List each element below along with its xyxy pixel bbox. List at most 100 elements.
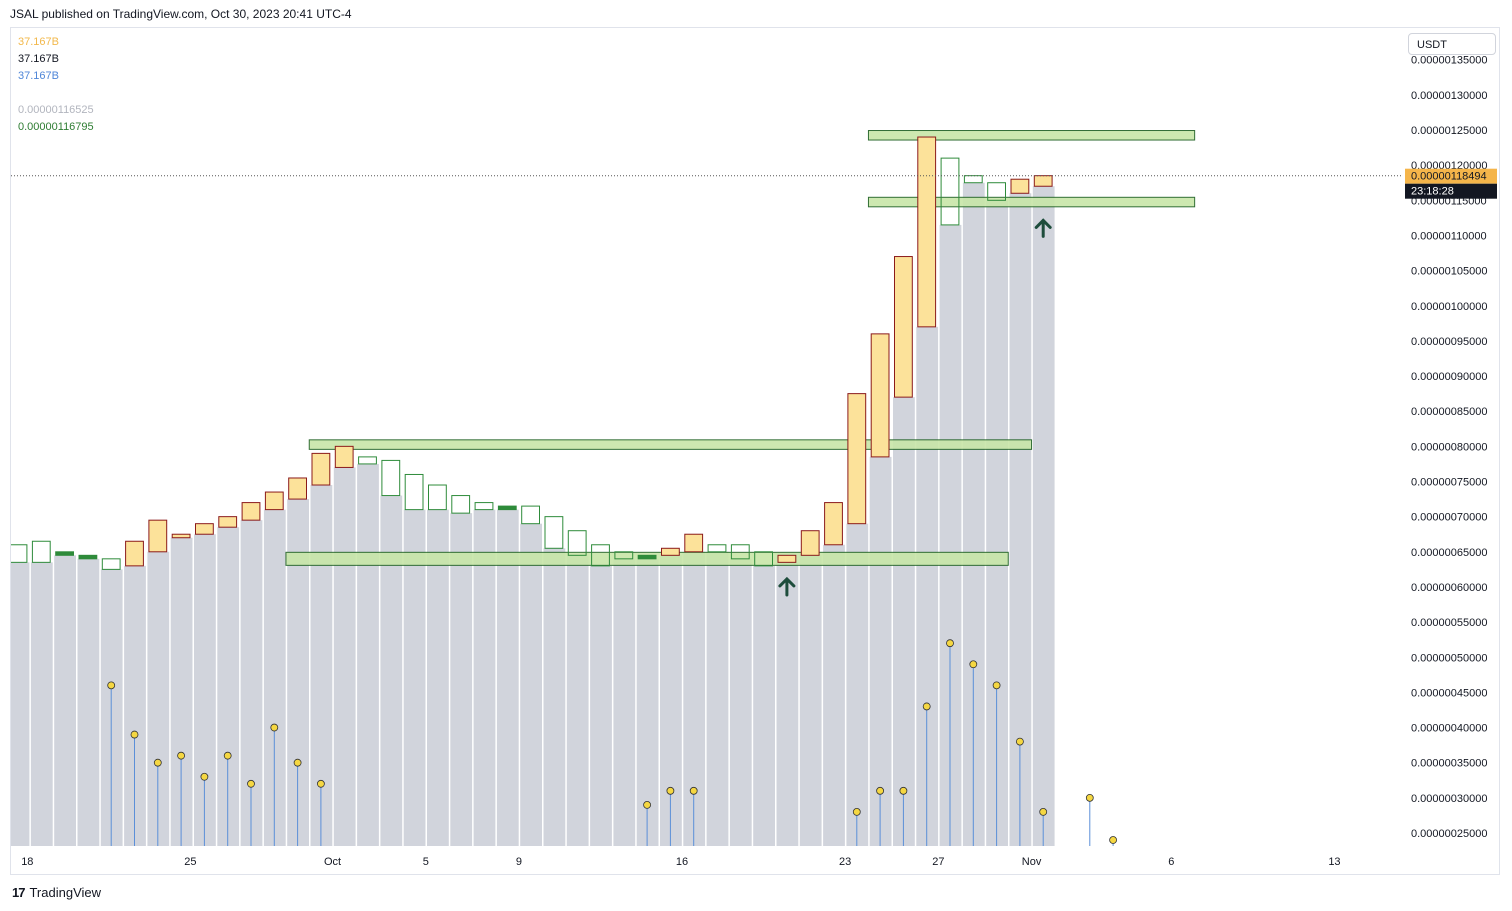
footer-brand[interactable]: 17 TradingView: [12, 885, 101, 900]
y-tick-label: 0.00000065000: [1411, 547, 1487, 559]
candle-up[interactable]: [171, 533, 191, 539]
legend-volume-3: 37.167B: [18, 70, 59, 82]
legend-price-2: 0.00000116795: [18, 121, 94, 133]
stick-marker: [107, 681, 116, 690]
volume-column: [753, 565, 775, 846]
volume-column: [333, 467, 356, 846]
candle-down[interactable]: [55, 551, 74, 556]
y-tick-label: 0.00000130000: [1411, 90, 1487, 102]
stick-marker: [316, 779, 325, 788]
candle-up[interactable]: [661, 547, 680, 556]
candle-down[interactable]: [730, 544, 750, 560]
candle-down[interactable]: [404, 473, 424, 511]
y-tick-label: 0.00000095000: [1411, 336, 1487, 348]
volume-column: [613, 558, 636, 846]
candle-up[interactable]: [264, 491, 284, 511]
support-zone[interactable]: [867, 196, 1196, 208]
candle-down[interactable]: [544, 516, 564, 549]
candle-up[interactable]: [917, 136, 937, 328]
candle-up[interactable]: [148, 519, 168, 553]
candle-up[interactable]: [1010, 178, 1030, 194]
candle-up[interactable]: [195, 523, 214, 535]
candle-down[interactable]: [381, 459, 401, 497]
candle-down[interactable]: [9, 544, 28, 563]
stick-marker: [666, 786, 675, 795]
candle-up[interactable]: [334, 445, 354, 468]
volume-column: [124, 565, 146, 846]
volume-column: [473, 509, 496, 846]
candle-down[interactable]: [637, 554, 657, 560]
stick-marker: [1085, 793, 1094, 802]
tradingview-logo-icon: 17: [12, 885, 26, 900]
candle-up[interactable]: [311, 452, 331, 486]
candle-up[interactable]: [125, 540, 144, 567]
candle-down[interactable]: [101, 558, 121, 570]
candle-up[interactable]: [218, 516, 238, 528]
candle-down[interactable]: [428, 484, 447, 511]
volume-column: [729, 558, 752, 846]
volume-column: [11, 562, 30, 846]
candle-down[interactable]: [707, 544, 727, 553]
volume-column: [823, 544, 845, 846]
volume-column: [310, 485, 333, 846]
candle-up[interactable]: [870, 333, 890, 458]
candle-up[interactable]: [777, 554, 797, 563]
volume-column: [170, 537, 193, 846]
y-tick-label: 0.00000100000: [1411, 301, 1487, 313]
support-zone[interactable]: [867, 130, 1196, 141]
candle-down[interactable]: [591, 544, 610, 567]
support-zone[interactable]: [308, 439, 1033, 450]
candle-up[interactable]: [800, 530, 820, 556]
candle-up[interactable]: [1033, 175, 1053, 187]
volume-column: [263, 509, 286, 846]
volume-column: [636, 558, 659, 846]
volume-column: [240, 520, 263, 846]
y-tick-label: 0.00000135000: [1411, 55, 1487, 67]
volume-column: [380, 495, 403, 846]
stick-marker: [946, 639, 954, 648]
volume-column: [916, 326, 939, 846]
candle-down[interactable]: [78, 554, 98, 560]
candle-down[interactable]: [754, 551, 774, 567]
candle-down[interactable]: [940, 157, 960, 226]
volume-column: [147, 551, 170, 846]
volume-column: [450, 513, 473, 846]
x-tick-label: Oct: [324, 856, 341, 868]
candle-down[interactable]: [474, 502, 494, 511]
volume-column: [893, 397, 915, 846]
candle-down[interactable]: [358, 456, 377, 465]
volume-column: [683, 551, 706, 846]
volume-column: [706, 551, 729, 846]
candle-down[interactable]: [497, 505, 517, 511]
candle-up[interactable]: [684, 533, 704, 553]
volume-column: [217, 527, 240, 846]
legend-price-1: 0.00000116525: [18, 104, 94, 116]
y-tick-label: 0.00000060000: [1411, 582, 1487, 594]
volume-column: [30, 562, 53, 846]
candle-up[interactable]: [241, 502, 261, 521]
chart-frame[interactable]: [10, 27, 1500, 875]
currency-selector[interactable]: USDT: [1408, 33, 1496, 55]
stick-marker: [689, 786, 698, 795]
candle-down[interactable]: [567, 530, 587, 556]
stick-marker: [922, 702, 931, 711]
publish-info: JSAL published on TradingView.com, Oct 3…: [10, 7, 352, 21]
volume-column: [986, 200, 1008, 846]
candle-down[interactable]: [963, 175, 983, 184]
y-tick-label: 0.00000055000: [1411, 617, 1487, 629]
candle-up[interactable]: [288, 477, 308, 500]
stick-marker: [1039, 808, 1048, 816]
candle-down[interactable]: [987, 182, 1007, 201]
candle-down[interactable]: [614, 551, 634, 560]
volume-column: [1009, 193, 1032, 846]
stick-marker: [1109, 836, 1117, 844]
candle-up[interactable]: [894, 256, 913, 398]
candle-up[interactable]: [847, 393, 867, 525]
y-tick-label: 0.00000125000: [1411, 125, 1487, 137]
stick-marker: [293, 758, 302, 767]
candle-down[interactable]: [451, 495, 471, 514]
candle-up[interactable]: [824, 502, 843, 546]
candle-down[interactable]: [31, 540, 51, 563]
candle-down[interactable]: [521, 505, 541, 525]
